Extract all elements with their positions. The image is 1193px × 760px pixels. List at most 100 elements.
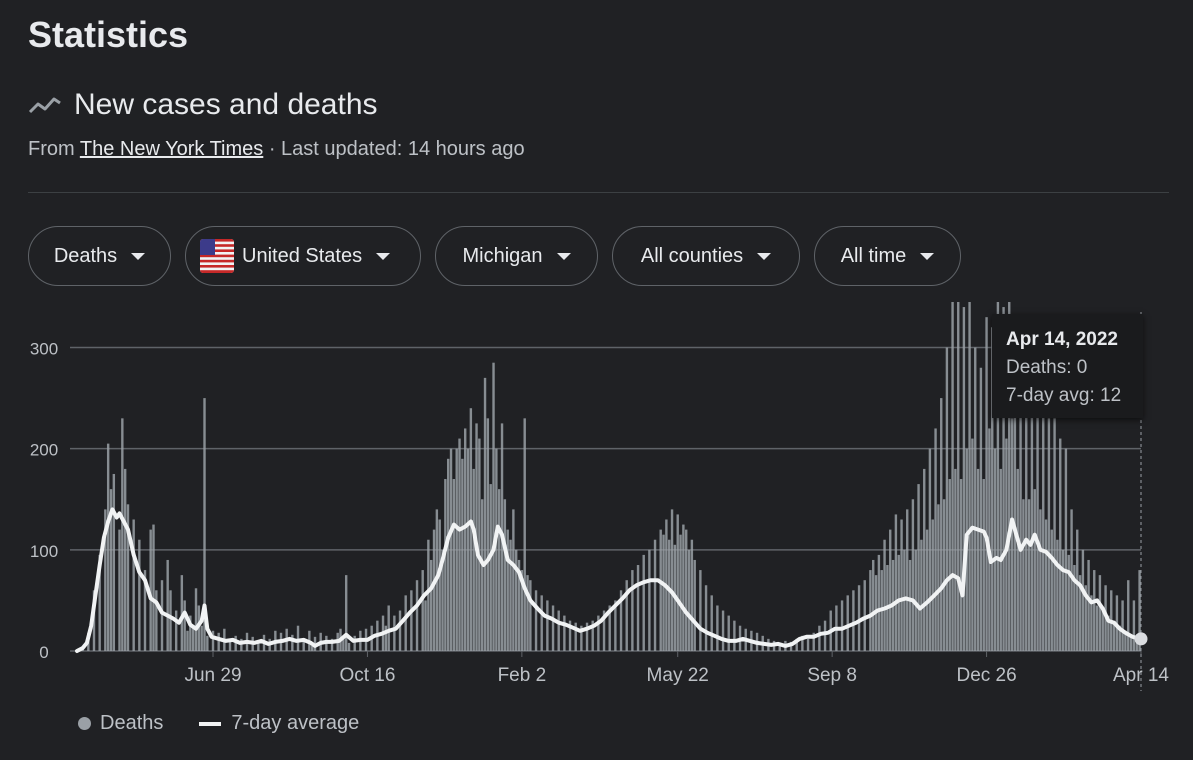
deaths-bar — [1067, 554, 1070, 651]
county-dropdown[interactable]: All counties — [612, 226, 800, 286]
deaths-bar — [985, 317, 988, 651]
deaths-bar — [585, 622, 589, 651]
deaths-bar — [852, 590, 855, 651]
deaths-bar — [716, 605, 719, 651]
deaths-bar — [1036, 398, 1039, 651]
deaths-bar — [996, 302, 1000, 651]
deaths-bar — [945, 347, 949, 651]
deaths-bar — [934, 428, 937, 651]
page-title: Statistics — [28, 14, 189, 55]
deaths-bar — [883, 539, 886, 651]
deaths-bar — [1027, 499, 1031, 651]
deaths-bar — [1056, 539, 1059, 651]
deaths-bar — [690, 539, 694, 651]
tooltip-deaths: Deaths: 0 — [1006, 357, 1088, 378]
deaths-bar — [138, 539, 141, 651]
deaths-bar — [302, 638, 305, 651]
trending-line-icon — [28, 97, 61, 114]
deaths-bar — [523, 418, 526, 651]
deaths-bar — [472, 468, 475, 651]
deaths-bar — [580, 625, 583, 651]
x-tick-label: Oct 16 — [339, 665, 395, 686]
deaths-bar — [988, 428, 991, 651]
deaths-bar — [993, 448, 997, 651]
deaths-bar — [872, 559, 875, 651]
divider — [28, 192, 1169, 193]
deaths-bar — [597, 615, 600, 651]
deaths-bar — [676, 514, 679, 651]
caret-down-icon — [556, 252, 571, 260]
deaths-chart[interactable]: 0 100 200 300 Jun 29 Oct 16 Feb 2 May 22 Sep 8 De… — [0, 300, 1193, 700]
deaths-bar — [1053, 418, 1056, 651]
deaths-bar — [1022, 499, 1025, 651]
deaths-bar — [962, 307, 966, 651]
filter-bar: Deaths United States Michigan All counti… — [28, 226, 975, 286]
country-dropdown-label: United States — [242, 244, 363, 267]
deaths-bar — [704, 585, 708, 651]
deaths-bar — [240, 638, 243, 651]
deaths-bar — [132, 519, 135, 651]
deaths-bar — [197, 605, 201, 651]
deaths-bar — [1033, 489, 1036, 651]
deaths-bar — [1070, 509, 1073, 651]
deaths-bar — [310, 645, 314, 651]
deaths-bar — [109, 489, 113, 651]
deaths-bar — [206, 635, 209, 651]
seven-day-average-line — [75, 507, 1143, 653]
hover-point — [1134, 632, 1148, 646]
deaths-bar — [948, 479, 951, 651]
country-dropdown[interactable]: United States — [185, 226, 421, 286]
deaths-bar — [143, 570, 147, 651]
deaths-bar — [682, 524, 685, 651]
deaths-bar — [461, 458, 464, 651]
deaths-bar — [1132, 600, 1136, 651]
deaths-bar — [384, 625, 388, 651]
deaths-bar — [806, 638, 810, 651]
state-dropdown[interactable]: Michigan — [435, 226, 598, 286]
deaths-bar — [421, 570, 424, 651]
deaths-bar — [937, 504, 940, 651]
deaths-bar — [1047, 418, 1051, 651]
metric-dropdown-label: Deaths — [53, 244, 118, 267]
x-tick-label: Sep 8 — [807, 665, 857, 686]
deaths-bar — [118, 529, 121, 651]
deaths-bar — [169, 590, 172, 651]
deaths-bar — [455, 448, 458, 651]
caret-down-icon — [757, 252, 772, 260]
county-dropdown-label: All counties — [640, 244, 744, 267]
deaths-bar — [968, 302, 971, 651]
x-tick-label: Jun 29 — [184, 665, 241, 686]
deaths-bar — [942, 499, 946, 651]
deaths-bar — [228, 640, 232, 651]
deaths-bar — [189, 615, 192, 651]
deaths-bar — [1016, 468, 1019, 651]
deaths-bar — [636, 565, 640, 651]
deaths-bar — [424, 600, 427, 651]
deaths-bar — [812, 632, 815, 651]
source-link[interactable]: The New York Times — [79, 138, 264, 160]
deaths-bar — [1013, 347, 1017, 651]
deaths-bar — [432, 529, 436, 651]
deaths-bar — [951, 302, 954, 651]
deaths-bar — [160, 580, 164, 651]
deaths-bar — [174, 610, 178, 651]
deaths-bar — [911, 499, 915, 651]
deaths-bar — [342, 638, 345, 651]
x-tick-label: Apr 14 — [1113, 665, 1169, 686]
deaths-bar — [489, 484, 492, 651]
time-range-dropdown[interactable]: All time — [814, 226, 961, 286]
deaths-bar — [642, 554, 645, 651]
deaths-bar — [954, 468, 957, 651]
deaths-bar — [444, 479, 447, 651]
section-header: New cases and deaths — [28, 88, 378, 122]
deaths-bar — [668, 539, 671, 651]
deaths-bar — [923, 468, 926, 651]
metric-dropdown[interactable]: Deaths — [28, 226, 171, 286]
x-tick-label: May 22 — [647, 665, 709, 686]
deaths-bar — [957, 302, 960, 651]
deaths-bar — [1061, 549, 1065, 651]
deaths-bar — [149, 529, 152, 651]
caret-down-icon — [376, 252, 391, 260]
deaths-bar — [1078, 575, 1082, 651]
y-tick-label: 100 — [30, 542, 58, 561]
